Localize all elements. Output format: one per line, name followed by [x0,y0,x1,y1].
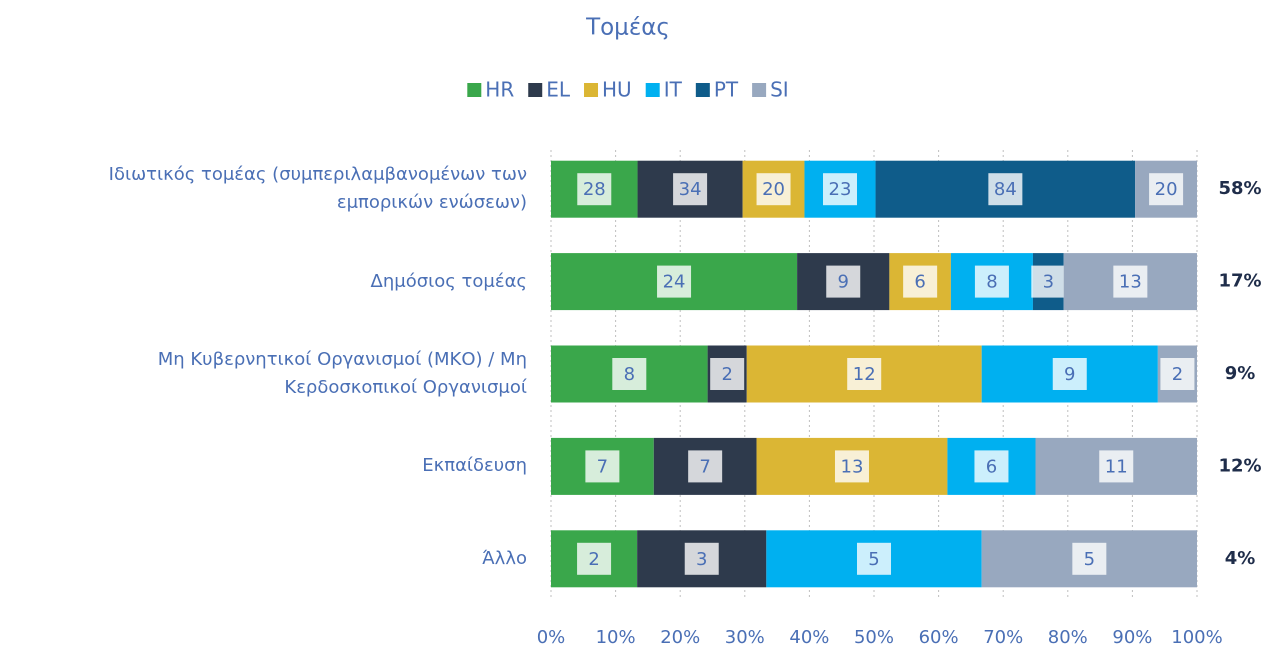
data-label: 20 [1155,179,1178,200]
y-tick-label: Άλλο [482,547,527,569]
x-tick-label: 10% [596,627,636,648]
data-label: 5 [868,549,879,570]
data-label-box [688,450,723,483]
data-label-box [577,542,612,575]
row-share-label: 4% [1225,548,1256,569]
data-label: 9 [838,272,849,293]
data-label-box [974,265,1009,298]
data-label: 12 [853,364,876,385]
data-label-box [1160,358,1195,390]
row-share-label: 17% [1218,271,1261,292]
data-label-box [834,450,869,483]
data-label-box [684,542,719,575]
y-tick-label: Δημόσιος τομέας [370,270,527,292]
data-label-box [612,358,647,390]
data-label: 6 [914,272,925,293]
data-label: 24 [663,272,686,293]
legend-swatch [752,83,767,97]
data-label: 11 [1105,456,1128,477]
data-label-box [826,265,861,298]
data-label: 8 [986,272,997,293]
row-share-label: 58% [1218,178,1261,199]
data-label: 84 [994,179,1017,200]
data-label: 9 [1064,364,1075,385]
chart-title: Τομέας [585,15,670,41]
data-label: 3 [696,549,707,570]
data-label: 13 [841,456,864,477]
x-tick-label: 20% [660,627,700,648]
data-label: 6 [986,456,997,477]
data-label-box [1072,542,1107,575]
legend-label: SI [770,78,789,102]
data-label-box [657,265,692,298]
y-tick-label: Μη Κυβερνητικοί Οργανισμοί (ΜΚΟ) / Μη Κε… [157,349,527,398]
x-tick-label: 100% [1171,627,1222,648]
data-label-box [903,265,938,298]
data-label-box [1031,265,1066,298]
legend-swatch [645,83,660,97]
x-tick-label: 30% [725,627,765,648]
row-share-label: 12% [1218,455,1261,476]
x-tick-label: 50% [854,627,894,648]
data-label: 28 [583,179,606,200]
legend-label: HU [602,78,632,102]
data-label: 2 [721,364,732,385]
x-tick-label: 80% [1048,627,1088,648]
x-tick-label: 60% [919,627,959,648]
data-label-box [988,173,1023,206]
data-label-box [585,450,620,483]
legend-label: IT [664,78,683,102]
data-label-box [847,358,882,390]
data-label: 5 [1084,549,1095,570]
data-label-box [823,173,857,206]
data-label-box [1113,265,1148,298]
data-label: 7 [699,456,710,477]
legend-label: HR [485,78,514,102]
y-tick-label: Ιδιωτικός τομέας (συμπεριλαμβανομένων τω… [108,164,527,214]
row-share-label: 9% [1225,363,1256,384]
data-label-box [1099,450,1134,483]
y-tick-label: Εκπαίδευση [422,455,527,477]
data-label-box [1149,173,1184,206]
data-label: 23 [829,179,852,200]
data-label: 20 [762,179,785,200]
data-label-box [756,173,791,206]
legend-label: PT [714,78,739,102]
data-label-box [974,450,1009,483]
x-tick-label: 40% [789,627,829,648]
data-label-box [673,173,708,206]
data-label: 2 [588,549,599,570]
x-tick-label: 90% [1112,627,1152,648]
data-label: 8 [624,364,635,385]
data-label: 34 [679,179,702,200]
data-label: 3 [1043,272,1054,293]
data-label: 13 [1119,272,1142,293]
data-label: 7 [597,456,608,477]
legend-swatch [528,83,543,97]
data-label-box [710,358,745,390]
data-label-box [857,542,891,575]
legend-label: EL [546,78,571,102]
legend: HR EL HU IT PT SI [467,78,789,102]
x-tick-label: 70% [983,627,1023,648]
legend-swatch [695,83,710,97]
data-label: 2 [1172,364,1183,385]
legend-swatch [584,83,599,97]
legend-swatch [467,83,482,97]
data-label-box [1052,358,1087,390]
x-tick-label: 0% [537,627,566,648]
data-label-box [577,173,612,206]
